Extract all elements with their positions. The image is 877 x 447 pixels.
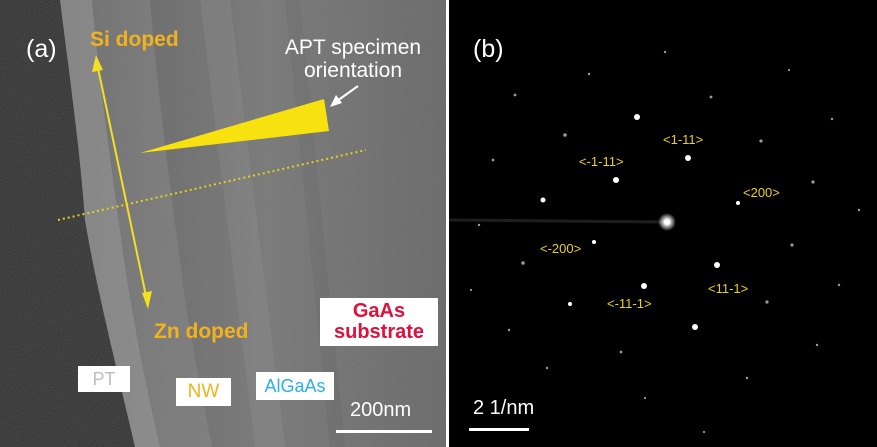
algaas-label: AlGaAs [256, 372, 334, 400]
panel-label-a: (a) [26, 35, 57, 63]
gaas-line1: GaAs [352, 300, 406, 322]
panel-divider [446, 0, 449, 447]
spot [634, 114, 640, 120]
apt-orientation-wedge [140, 99, 329, 153]
scale-bar-a-label: 200nm [350, 399, 412, 421]
scale-bar-b [469, 428, 529, 431]
spot-label-m200: <-200> [540, 241, 582, 256]
spot-label-1-11: <1-11> [663, 132, 704, 147]
spot-11-1 [714, 262, 720, 268]
panel-label-b: (b) [473, 35, 504, 63]
zn-doped-label: Zn doped [154, 320, 249, 343]
tem-image-panel: (a) Si doped Zn doped APT specimen orien… [0, 0, 446, 447]
apt-label-line1: APT specimen [284, 36, 422, 59]
spot-1-11 [685, 155, 691, 161]
arrowhead-down [142, 291, 152, 309]
arrowhead-up [92, 55, 103, 72]
apt-orientation-label: APT specimen orientation [278, 36, 428, 82]
spot-label-200: <200> [743, 185, 780, 200]
spot-m200 [592, 240, 596, 244]
scale-bar-a [336, 430, 432, 433]
spot-m1-11 [613, 177, 619, 183]
apt-pointer-arrow [336, 85, 359, 102]
spot-m11-1 [641, 283, 647, 289]
spot [540, 197, 546, 203]
central-spot-core [664, 219, 670, 225]
spot-200 [736, 201, 740, 205]
diffraction-pattern [449, 0, 877, 447]
si-doped-label: Si doped [90, 28, 179, 51]
diffraction-panel: (b) <1-11> <-1-11> <200> <-200> <11-1> <… [449, 0, 877, 447]
gaas-line2: substrate [333, 321, 425, 343]
spot-label-m1-11: <-1-11> [579, 154, 624, 169]
gaas-substrate-label: GaAs substrate [320, 298, 438, 346]
faint-spots [469, 50, 861, 434]
scale-bar-b-label: 2 1/nm [473, 397, 535, 419]
spot [692, 324, 698, 330]
spot-label-11-1: <11-1> [708, 281, 749, 296]
beam-stop-shadow [449, 218, 668, 224]
pt-label: PT [78, 366, 130, 392]
apt-label-line2: orientation [303, 59, 403, 82]
spot-label-m11-1: <-11-1> [607, 296, 652, 311]
spot [568, 302, 572, 306]
nw-label: NW [176, 378, 231, 406]
apt-pointer-arrowhead [330, 95, 342, 107]
doping-direction-arrow [97, 67, 147, 297]
